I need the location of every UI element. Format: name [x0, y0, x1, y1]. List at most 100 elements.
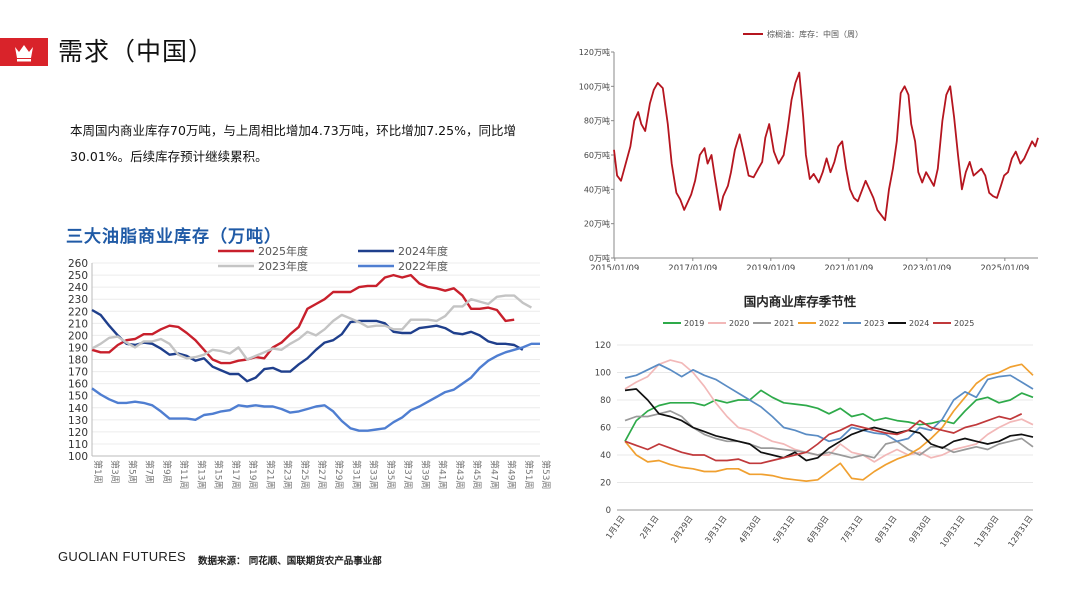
legend-label: 2021	[774, 319, 794, 328]
legend-label: 2022年度	[398, 259, 448, 273]
y-tick-label: 0万吨	[589, 253, 610, 263]
series-line-palm-oil	[613, 71, 1039, 222]
x-tick-label: 2025/01/09	[980, 264, 1029, 270]
x-tick-label: 第47周	[488, 460, 500, 489]
x-tick-label: 第37周	[402, 460, 414, 489]
chart1-oil-stocks: 1001101201301401501601701801902002102202…	[68, 244, 552, 489]
x-tick-label: 第31周	[350, 460, 362, 489]
x-tick-label: 第51周	[523, 460, 535, 489]
legend-label: 2025年度	[258, 244, 308, 258]
y-tick-label: 230	[68, 294, 88, 306]
y-tick-label: 110	[68, 439, 88, 451]
x-tick-label: 第7周	[144, 460, 156, 484]
x-tick-label: 第21周	[264, 460, 276, 489]
legend-label: 棕榈油：库存：中国（周）	[767, 29, 863, 39]
series-line-2025	[624, 413, 1023, 465]
page-title: 需求（中国）	[58, 37, 215, 66]
x-tick-label: 5月31日	[771, 514, 796, 545]
y-tick-label: 80	[600, 396, 611, 406]
summary-line-2: 30.01%。后续库存预计继续累积。	[70, 149, 268, 164]
y-tick-label: 100	[68, 451, 88, 463]
y-tick-label: 20万吨	[584, 219, 610, 229]
x-tick-label: 第25周	[299, 460, 311, 489]
x-tick-label: 1月1日	[604, 514, 626, 541]
legend-label: 2024	[909, 319, 929, 328]
y-tick-label: 200	[68, 330, 88, 342]
y-tick-label: 150	[68, 391, 88, 403]
y-tick-label: 80万吨	[584, 116, 610, 126]
x-tick-label: 第19周	[247, 460, 259, 489]
y-tick-label: 100万吨	[579, 81, 610, 91]
x-tick-label: 第9周	[161, 460, 173, 484]
y-tick-label: 190	[68, 342, 88, 354]
series-line-2022年度	[91, 342, 540, 432]
legend-label: 2024年度	[398, 244, 448, 258]
x-tick-label: 9月30日	[907, 514, 932, 545]
x-tick-label: 2月29日	[669, 514, 694, 545]
y-tick-label: 120万吨	[579, 47, 610, 57]
x-tick-label: 2015/01/09	[590, 264, 639, 270]
x-tick-label: 4月30日	[737, 514, 762, 545]
y-tick-label: 120	[68, 427, 88, 439]
x-tick-label: 第53周	[540, 460, 552, 489]
legend-label: 2019	[684, 319, 704, 328]
legend-label: 2020	[729, 319, 749, 328]
x-tick-label: 第41周	[437, 460, 449, 489]
x-tick-label: 7月31日	[839, 514, 864, 545]
x-tick-label: 第1周	[92, 460, 104, 484]
x-tick-label: 第45周	[471, 460, 483, 489]
x-tick-label: 第5周	[126, 460, 138, 484]
chart2-palm-oil-stock: 0万吨 20万吨 40万吨 60万吨 80万吨 100万吨 120万吨 2015/01/09 2…	[579, 29, 1039, 270]
series-line-2020	[624, 359, 1034, 463]
y-tick-label: 60万吨	[584, 150, 610, 160]
x-tick-label: 6月30日	[805, 514, 830, 545]
x-tick-label: 12月31日	[1006, 514, 1034, 549]
x-tick-label: 2021/01/09	[824, 264, 873, 270]
x-tick-label: 第39周	[419, 460, 431, 489]
y-tick-label: 100	[595, 369, 611, 379]
header-badge	[0, 38, 48, 66]
crown-icon	[15, 45, 33, 62]
y-tick-label: 260	[68, 258, 88, 270]
series-line-2024	[624, 388, 1034, 462]
x-tick-label: 第49周	[506, 460, 518, 489]
legend-label: 2025	[954, 319, 974, 328]
series-line-2022	[624, 363, 1034, 482]
series-line-2024年度	[91, 308, 524, 383]
chart3-title: 国内商业库存季节性	[743, 294, 857, 309]
data-source: 数据来源： 同花顺、国联期货农产品事业部	[198, 556, 382, 567]
y-tick-label: 40万吨	[584, 184, 610, 194]
x-tick-label: 第17周	[230, 460, 242, 489]
y-tick-label: 210	[68, 318, 88, 330]
x-tick-label: 第13周	[195, 460, 207, 489]
brand-logo: GUOLIAN FUTURES	[58, 549, 187, 564]
x-tick-label: 第11周	[178, 460, 190, 489]
x-tick-label: 2019/01/09	[746, 264, 795, 270]
y-tick-label: 240	[68, 282, 88, 294]
x-tick-label: 2月1日	[638, 514, 660, 541]
x-tick-label: 第27周	[316, 460, 328, 489]
y-tick-label: 120	[595, 341, 611, 351]
y-tick-label: 0	[606, 506, 611, 516]
y-tick-label: 20	[600, 479, 611, 489]
series-line-2019	[624, 389, 1034, 442]
y-tick-label: 140	[68, 403, 88, 415]
x-tick-label: 第3周	[109, 460, 121, 484]
chart3-seasonal-stocks: 0 20 40 60 80 100 120 1月1日 2月1日 2月29日 3月31日 4月30日 5月…	[595, 319, 1035, 549]
chart1-title: 三大油脂商业库存（万吨）	[66, 227, 282, 247]
y-tick-label: 170	[68, 367, 88, 379]
y-tick-label: 220	[68, 306, 88, 318]
series-line-2023年度	[91, 294, 532, 361]
y-tick-label: 250	[68, 270, 88, 282]
x-tick-label: 第15周	[213, 460, 225, 489]
x-tick-label: 第33周	[368, 460, 380, 489]
x-tick-label: 2023/01/09	[902, 264, 951, 270]
series-line-2023	[624, 363, 1034, 443]
summary-paragraph: 本周国内商业库存70万吨，与上周相比增加4.73万吨，环比增加7.25%，同比增…	[70, 118, 550, 170]
legend-label: 2023年度	[258, 259, 308, 273]
y-tick-label: 40	[600, 451, 611, 461]
legend-label: 2022	[819, 319, 839, 328]
x-tick-label: 第23周	[282, 460, 294, 489]
x-tick-label: 10月31日	[938, 514, 966, 549]
x-tick-label: 8月31日	[873, 514, 898, 545]
